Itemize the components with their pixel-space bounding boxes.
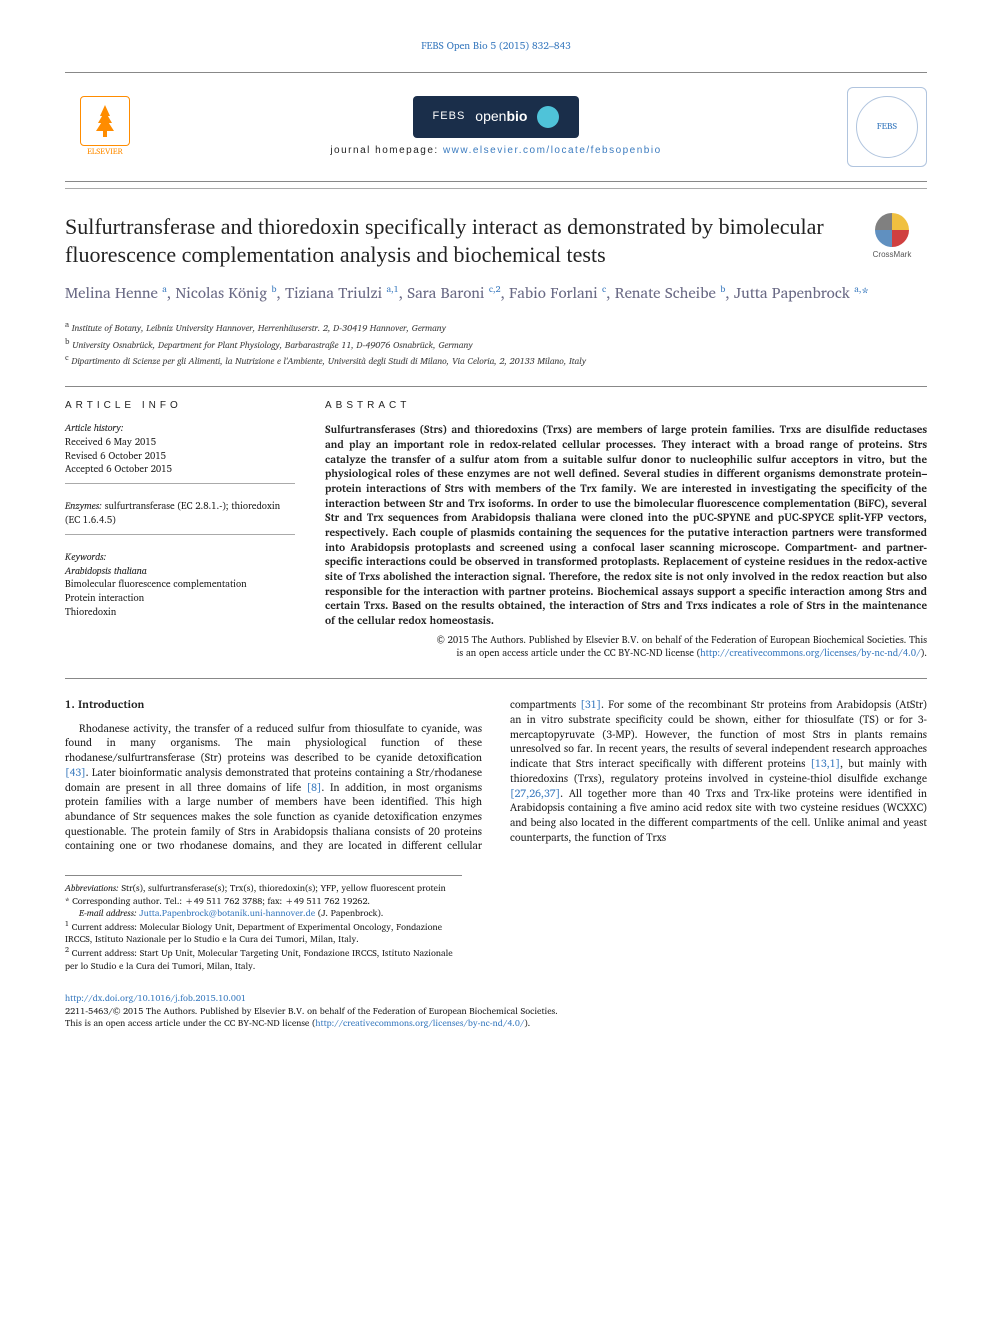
license-pre: This is an open access article under the… bbox=[65, 1015, 315, 1030]
abstract-heading: ABSTRACT bbox=[325, 399, 927, 413]
abstract-bottom-rule bbox=[65, 678, 927, 679]
section-heading-introduction: 1. Introduction bbox=[65, 697, 482, 712]
top-citation: FEBS Open Bio 5 (2015) 832–843 bbox=[65, 40, 927, 54]
keyword-item: Arabidopsis thaliana bbox=[65, 565, 295, 579]
copyright-line2: is an open access article under the CC B… bbox=[457, 646, 701, 661]
journal-header: ELSEVIER FEBS openbio journal homepage: … bbox=[65, 72, 927, 182]
history-revised: Revised 6 October 2015 bbox=[65, 450, 295, 464]
keywords-block: Keywords: Arabidopsis thaliana Bimolecul… bbox=[65, 551, 295, 620]
note1-text: Current address: Molecular Biology Unit,… bbox=[65, 919, 442, 947]
current-address-note-1: 1 Current address: Molecular Biology Uni… bbox=[65, 920, 462, 946]
history-label: Article history: bbox=[65, 422, 295, 436]
body-text-run: . All together more than 40 Trxs and Trx… bbox=[510, 784, 927, 846]
abstract-text: Sulfurtransferases (Strs) and thioredoxi… bbox=[325, 422, 927, 628]
body-text: 1. Introduction Rhodanese activity, the … bbox=[65, 697, 927, 853]
article-info-heading: ARTICLE INFO bbox=[65, 399, 295, 413]
elsevier-tree-icon bbox=[80, 96, 130, 146]
article-info-column: ARTICLE INFO Article history: Received 6… bbox=[65, 399, 295, 661]
openbio-open-text: open bbox=[475, 108, 506, 124]
cc-license-link[interactable]: http://creativecommons.org/licenses/by-n… bbox=[700, 646, 921, 661]
febs-logo-label: FEBS bbox=[877, 120, 897, 132]
crossmark-badge[interactable]: CrossMark bbox=[857, 213, 927, 270]
footnotes: Abbreviations: Str(s), sulfurtransferase… bbox=[65, 875, 462, 972]
page-footer: http://dx.doi.org/10.1016/j.fob.2015.10.… bbox=[65, 992, 927, 1030]
enzymes-label: Enzymes: bbox=[65, 499, 102, 514]
openbio-circle-icon bbox=[537, 106, 559, 128]
homepage-link[interactable]: www.elsevier.com/locate/febsopenbio bbox=[443, 145, 662, 156]
info-top-rule bbox=[65, 386, 927, 387]
openbio-badge: FEBS openbio bbox=[413, 96, 580, 138]
abstract-copyright: © 2015 The Authors. Published by Elsevie… bbox=[325, 634, 927, 661]
keyword-item: Bimolecular fluorescence complementation bbox=[65, 578, 295, 592]
affiliations: a Institute of Botany, Leibniz Universit… bbox=[65, 318, 927, 368]
license-link[interactable]: http://creativecommons.org/licenses/by-n… bbox=[315, 1015, 524, 1030]
homepage-label: journal homepage: bbox=[330, 145, 443, 156]
openbio-febs-text: FEBS bbox=[433, 109, 466, 124]
keyword-item: Protein interaction bbox=[65, 592, 295, 606]
copyright-close: ). bbox=[921, 646, 927, 661]
abstract-column: ABSTRACT Sulfurtransferases (Strs) and t… bbox=[325, 399, 927, 661]
enzymes-block: Enzymes: sulfurtransferase (EC 2.8.1.-);… bbox=[65, 500, 295, 535]
openbio-bio-text: bio bbox=[506, 108, 527, 124]
article-history-block: Article history: Received 6 May 2015 Rev… bbox=[65, 422, 295, 484]
keywords-label: Keywords: bbox=[65, 551, 295, 565]
history-accepted: Accepted 6 October 2015 bbox=[65, 463, 295, 477]
keyword-item: Thioredoxin bbox=[65, 606, 295, 620]
header-rule bbox=[65, 188, 927, 189]
license-post: ). bbox=[524, 1015, 530, 1030]
note2-text: Current address: Start Up Unit, Molecula… bbox=[65, 945, 453, 973]
journal-homepage: journal homepage: www.elsevier.com/locat… bbox=[330, 144, 661, 158]
author-list: Melina Henne a, Nicolas König b, Tiziana… bbox=[65, 282, 927, 305]
elsevier-label: ELSEVIER bbox=[87, 146, 123, 157]
current-address-note-2: 2 Current address: Start Up Unit, Molecu… bbox=[65, 946, 462, 972]
history-received: Received 6 May 2015 bbox=[65, 436, 295, 450]
elsevier-logo: ELSEVIER bbox=[65, 87, 145, 167]
febs-society-logo: FEBS bbox=[847, 87, 927, 167]
crossmark-icon bbox=[875, 213, 909, 247]
body-paragraph: Rhodanese activity, the transfer of a re… bbox=[65, 697, 927, 853]
crossmark-label: CrossMark bbox=[873, 250, 912, 261]
journal-logo-block: FEBS openbio journal homepage: www.elsev… bbox=[330, 96, 661, 158]
body-text-run: Rhodanese activity, the transfer of a re… bbox=[65, 719, 482, 766]
article-title: Sulfurtransferase and thioredoxin specif… bbox=[65, 213, 837, 270]
